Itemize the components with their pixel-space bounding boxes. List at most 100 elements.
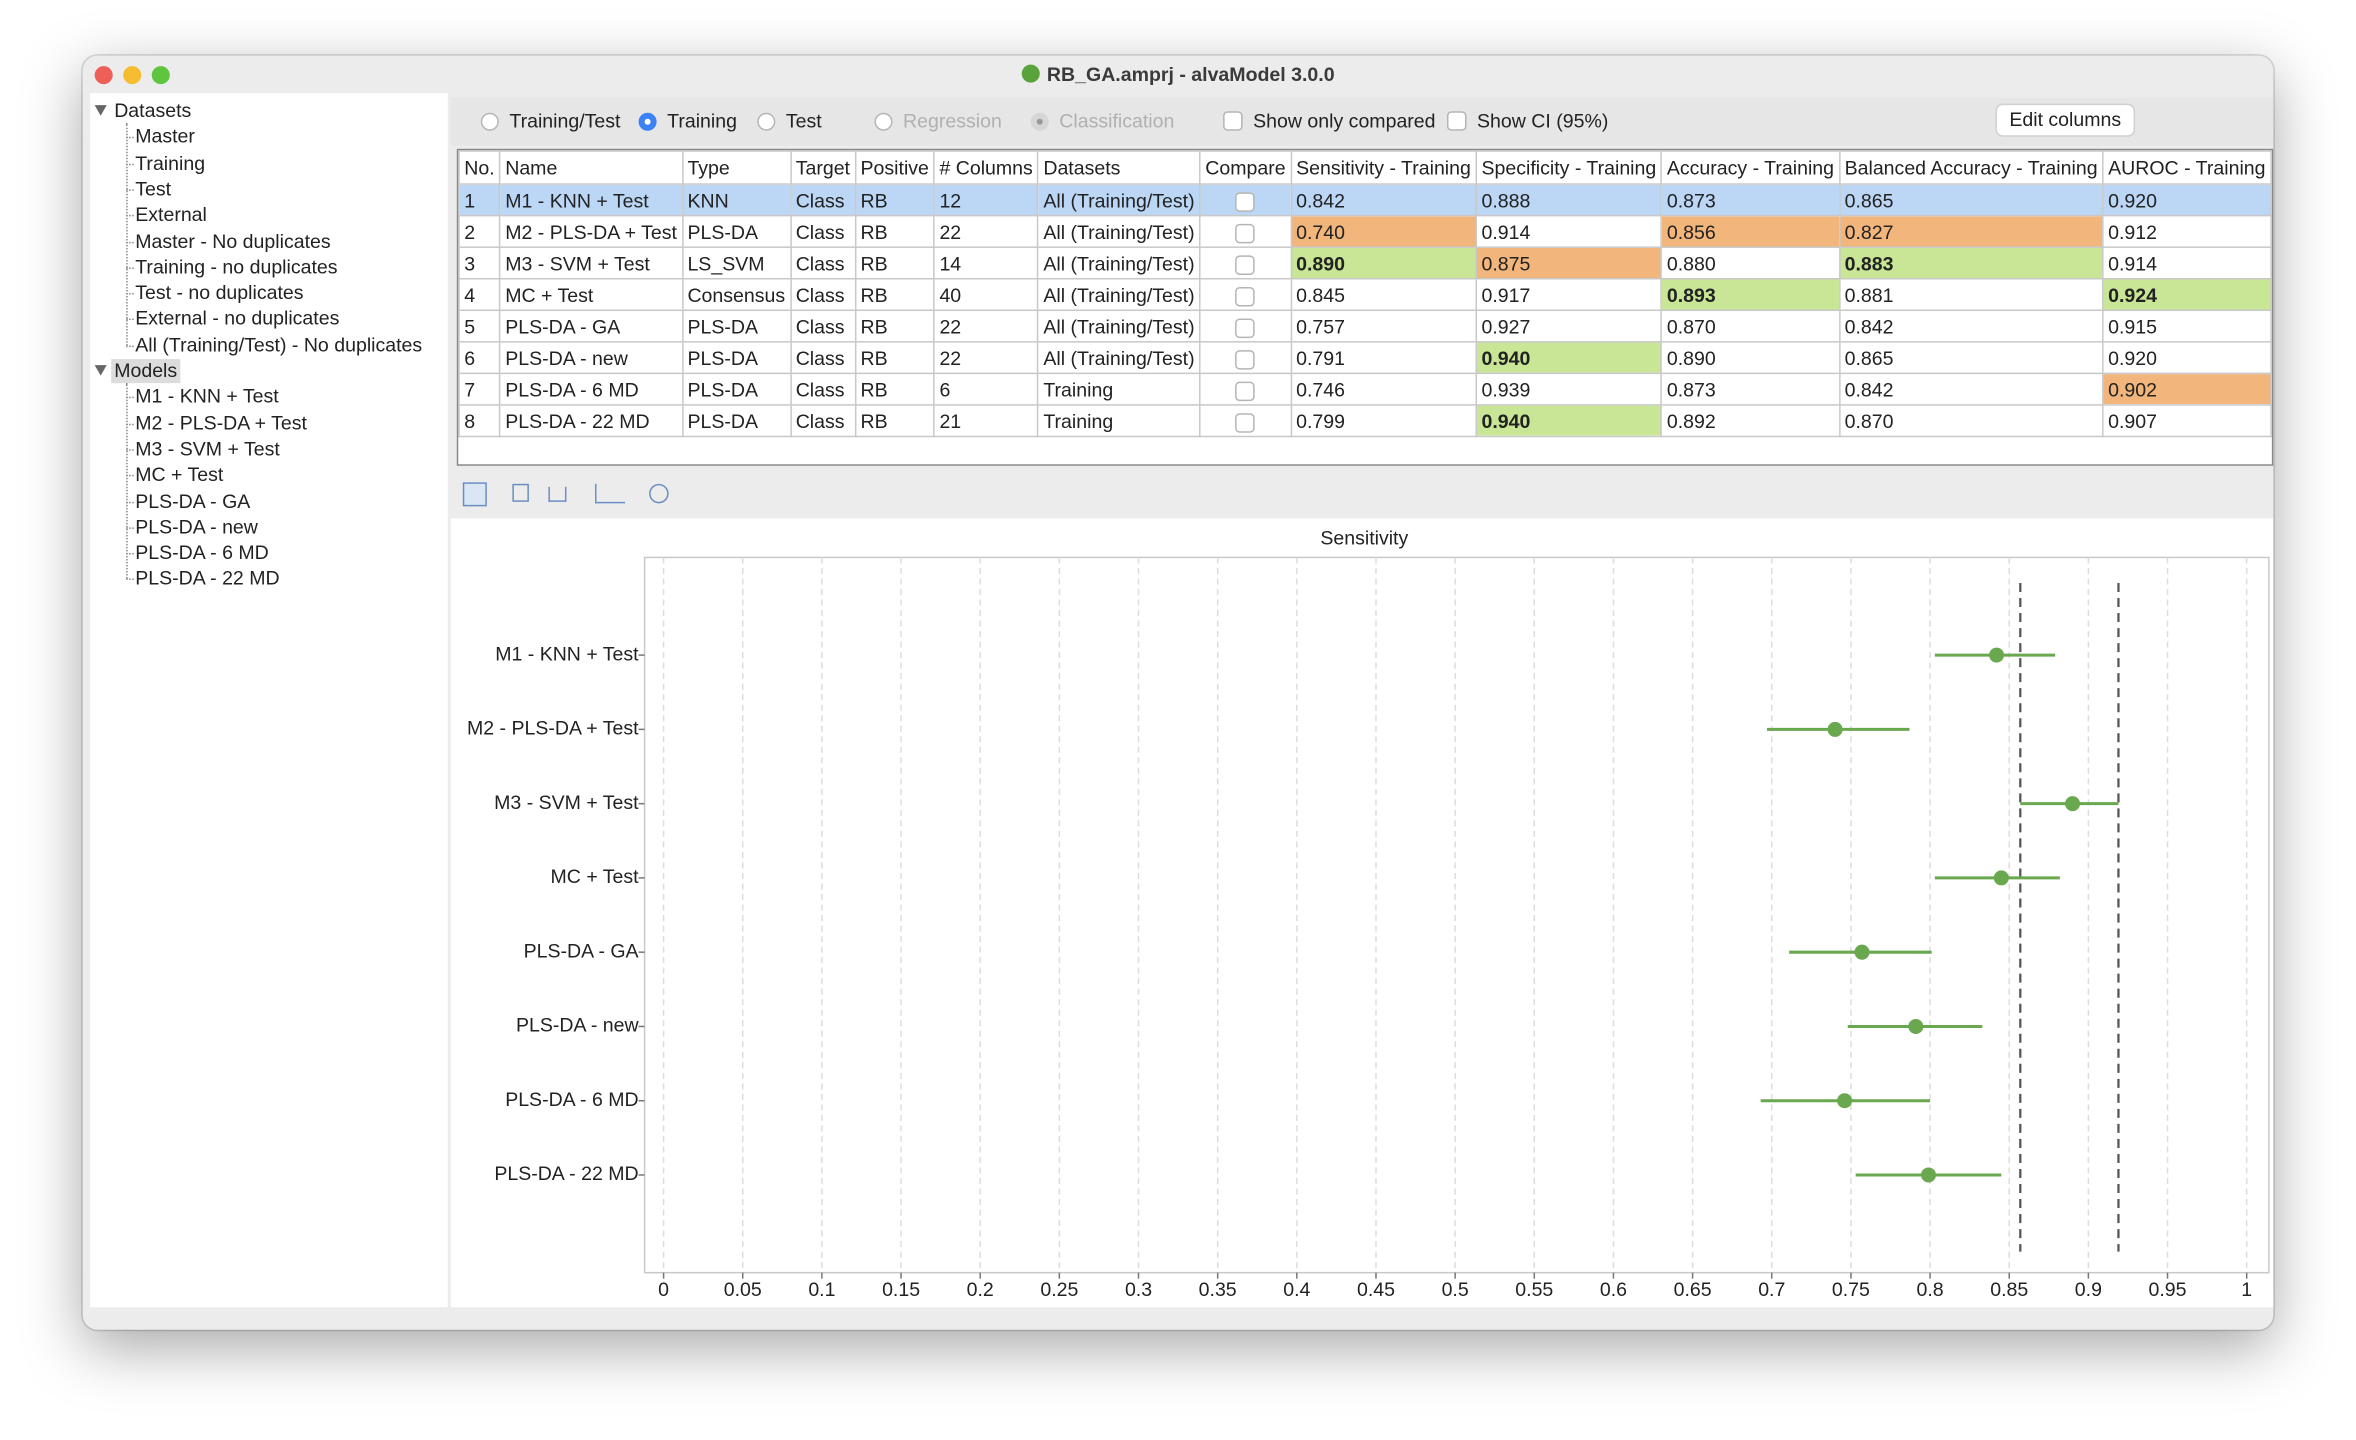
tree-item[interactable]: Training - no duplicates	[135, 255, 338, 278]
toolbar-option[interactable]: Show only compared	[1223, 109, 1436, 133]
close-button[interactable]	[94, 66, 113, 85]
copy-tool[interactable]	[512, 483, 529, 502]
tree-item[interactable]: Test - no duplicates	[135, 281, 304, 304]
zoom-button[interactable]	[151, 66, 170, 85]
minimize-button[interactable]	[123, 66, 142, 85]
table-cell: LS_SVM	[681, 246, 792, 280]
option-label: Show only compared	[1253, 109, 1436, 133]
radio-button	[874, 111, 893, 130]
toolbar-option[interactable]: Show CI (95%)	[1446, 110, 1608, 132]
table-cell: All (Training/Test)	[1037, 183, 1201, 217]
toolbar-option[interactable]: Training	[638, 109, 737, 133]
tree-item[interactable]: M1 - KNN + Test	[135, 385, 279, 408]
compare-checkbox[interactable]	[1235, 223, 1256, 243]
tree-group[interactable]: Datasets	[114, 99, 192, 122]
tree-toggle	[94, 105, 107, 116]
table-cell: 5	[458, 309, 501, 343]
compare-checkbox[interactable]	[1235, 254, 1256, 275]
window: RB_GA.amprj - alvaModel 3.0.0 Datasets Ma…	[82, 55, 2274, 1330]
table-cell: 4	[458, 277, 501, 312]
tree-connector	[126, 293, 134, 295]
option-label: Training	[667, 109, 737, 133]
table-cell: 22	[933, 214, 1039, 248]
table: No. Name Type Target Positive # Columns Datase…	[458, 150, 2272, 438]
table-cell: 0.915	[2102, 309, 2272, 343]
table-cell: KNN	[681, 183, 792, 217]
table-cell: PLS-DA	[681, 214, 792, 248]
table-cell: 0.740	[1290, 214, 1477, 248]
table-cell: Class	[789, 309, 857, 343]
table-cell: 0.842	[1838, 309, 2104, 343]
tree-connector	[126, 241, 134, 243]
tree-item[interactable]: External - no duplicates	[135, 307, 340, 330]
y-tick-label: M2 - PLS-DA + Test	[467, 718, 639, 740]
table-row[interactable]: 1 M1 - KNN + Test KNN Class RB 12 All (Trainin…	[458, 183, 2272, 217]
y-tick-label: M3 - SVM + Test	[494, 792, 639, 814]
edit-columns-button[interactable]: Edit columns	[1995, 103, 2136, 137]
table-row[interactable]: 8 PLS-DA - 22 MD PLS-DA Class RB 21 Training 0.…	[458, 404, 2272, 438]
table-cell: Consensus	[681, 277, 792, 312]
table-row[interactable]: 2 M2 - PLS-DA + Test PLS-DA Class RB 22 All (T…	[458, 214, 2272, 248]
column-header: Specificity - Training	[1475, 150, 1663, 185]
toolbar: Edit columns Training/Test Training Test Re…	[450, 97, 2274, 146]
save-tool[interactable]	[548, 486, 567, 502]
tree-item[interactable]: Test	[135, 177, 172, 200]
table-cell: 0.842	[1290, 183, 1477, 217]
compare-checkbox[interactable]	[1235, 349, 1256, 369]
x-tick-label: 0.15	[882, 1279, 920, 1301]
tree-connector	[126, 267, 134, 269]
table-row[interactable]: 6 PLS-DA - new PLS-DA Class RB 22 All (Trainin…	[458, 341, 2272, 375]
tree-item[interactable]: PLS-DA - new	[135, 515, 258, 538]
toolbar-option[interactable]: Test	[757, 110, 822, 132]
table-cell: RB	[854, 404, 935, 438]
tree-item[interactable]: M3 - SVM + Test	[135, 437, 280, 460]
tree-item[interactable]: M2 - PLS-DA + Test	[135, 411, 307, 434]
column-header: Target	[789, 150, 857, 185]
table-cell: 0.883	[1838, 246, 2104, 280]
tree-item[interactable]: Master	[135, 125, 195, 148]
compare-checkbox[interactable]	[1235, 317, 1256, 338]
x-tick-label: 0.8	[1916, 1279, 1943, 1301]
window-title: RB_GA.amprj - alvaModel 3.0.0	[1046, 63, 1335, 86]
table-row[interactable]: 4 MC + Test Consensus Class RB 40 All (Trainin…	[458, 277, 2272, 312]
x-tick-label: 0.2	[967, 1279, 994, 1301]
y-tick-label: PLS-DA - 6 MD	[505, 1089, 638, 1111]
tree-group[interactable]: Models	[111, 359, 181, 384]
tree-item[interactable]: Training	[135, 151, 206, 174]
compare-checkbox[interactable]	[1235, 286, 1256, 306]
tree-item[interactable]: External	[135, 203, 207, 226]
column-header: No.	[458, 150, 501, 185]
tree-item[interactable]: PLS-DA - 6 MD	[135, 541, 269, 564]
compare-checkbox[interactable]	[1235, 380, 1256, 401]
table-cell: 0.746	[1290, 372, 1477, 406]
select-tool[interactable]	[462, 482, 487, 507]
toolbar-option[interactable]: Training/Test	[480, 110, 620, 132]
compare-checkbox[interactable]	[1235, 412, 1256, 433]
chart-title: Sensitivity	[1320, 528, 1408, 550]
table-cell: PLS-DA - 22 MD	[499, 404, 683, 438]
table-cell: 0.865	[1838, 183, 2104, 217]
x-tick-label: 0.25	[1040, 1279, 1078, 1301]
table-cell: M1 - KNN + Test	[499, 183, 683, 217]
table-cell: All (Training/Test)	[1037, 214, 1201, 248]
header-row: No. Name Type Target Positive # Columns Datase…	[458, 150, 2272, 185]
tree-item[interactable]: All (Training/Test) - No duplicates	[135, 333, 423, 356]
compare-cell	[1199, 214, 1292, 248]
x-tick-label: 0.45	[1357, 1279, 1395, 1301]
table-cell: 0.799	[1290, 404, 1477, 438]
y-tick-label: PLS-DA - new	[516, 1015, 639, 1037]
tree-item[interactable]: PLS-DA - 22 MD	[135, 567, 280, 590]
settings-tool[interactable]	[649, 483, 669, 504]
x-tick-label: 0.4	[1283, 1279, 1310, 1301]
compare-checkbox[interactable]	[1235, 191, 1256, 212]
column-header: Datasets	[1037, 150, 1201, 185]
point	[1837, 1093, 1853, 1109]
tree-item[interactable]: MC + Test	[135, 463, 224, 486]
chart-type-tool[interactable]	[595, 483, 626, 504]
x-tick-label: 0.3	[1125, 1279, 1152, 1301]
tree-item[interactable]: Master - No duplicates	[135, 229, 331, 252]
table-row[interactable]: 5 PLS-DA - GA PLS-DA Class RB 22 All (Training…	[458, 309, 2272, 343]
table-cell: 0.845	[1290, 277, 1477, 312]
table-row[interactable]: 3 M3 - SVM + Test LS_SVM Class RB 14 All (Trai…	[458, 246, 2272, 280]
tree-item[interactable]: PLS-DA - GA	[135, 489, 251, 512]
